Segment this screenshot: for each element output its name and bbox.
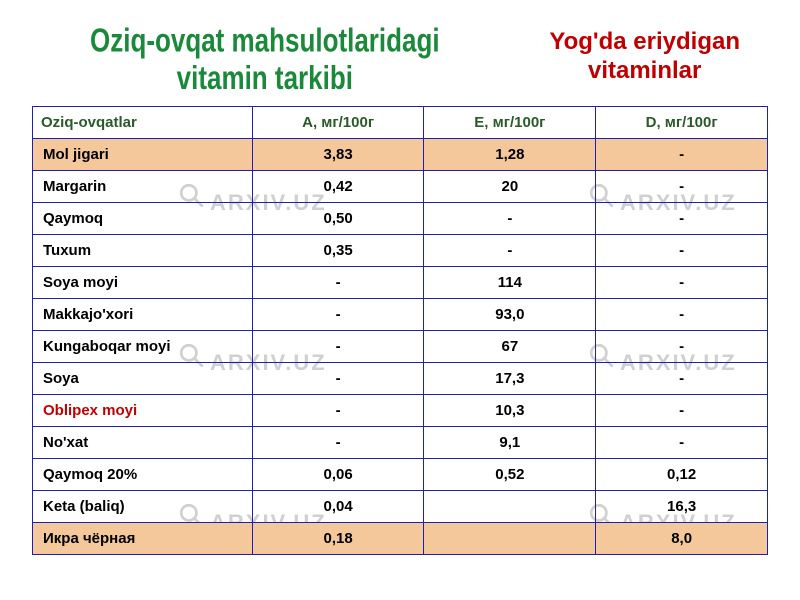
row-value: -	[252, 299, 424, 331]
row-name: Qaymoq 20%	[33, 459, 253, 491]
table-row: Икра чёрная0,18 8,0	[33, 523, 768, 555]
row-name: Qaymoq	[33, 203, 253, 235]
table-row: Margarin0,4220-	[33, 171, 768, 203]
row-value: -	[596, 363, 768, 395]
table-row: Makkajo'xori-93,0-	[33, 299, 768, 331]
row-value: -	[596, 331, 768, 363]
row-value: -	[252, 267, 424, 299]
table-body: Mol jigari3,831,28-Margarin0,4220-Qaymoq…	[33, 139, 768, 555]
row-value: 17,3	[424, 363, 596, 395]
row-value: 0,52	[424, 459, 596, 491]
col-header-e: Е, мг/100г	[424, 107, 596, 139]
row-value: 114	[424, 267, 596, 299]
row-value: -	[596, 427, 768, 459]
table-row: Oblipex moyi-10,3-	[33, 395, 768, 427]
row-value: -	[596, 267, 768, 299]
table-header-row: Oziq-ovqatlar А, мг/100г Е, мг/100г D, м…	[33, 107, 768, 139]
green-title: Oziq-ovqat mahsulotlaridagi vitamin tark…	[90, 21, 440, 95]
row-value: -	[252, 331, 424, 363]
row-value: 9,1	[424, 427, 596, 459]
table-row: Soya-17,3-	[33, 363, 768, 395]
row-name: Margarin	[33, 171, 253, 203]
table-row: Keta (baliq)0,04 16,3	[33, 491, 768, 523]
row-value: 1,28	[424, 139, 596, 171]
vitamin-table: Oziq-ovqatlar А, мг/100г Е, мг/100г D, м…	[32, 106, 768, 555]
col-header-name: Oziq-ovqatlar	[33, 107, 253, 139]
row-value	[424, 491, 596, 523]
col-header-a: А, мг/100г	[252, 107, 424, 139]
row-value: -	[596, 171, 768, 203]
row-value: 10,3	[424, 395, 596, 427]
row-value: -	[252, 427, 424, 459]
row-value: 0,18	[252, 523, 424, 555]
table-row: Qaymoq0,50--	[33, 203, 768, 235]
row-value: 20	[424, 171, 596, 203]
row-name: Kungaboqar moyi	[33, 331, 253, 363]
row-value: -	[424, 203, 596, 235]
row-value: 67	[424, 331, 596, 363]
row-name: Икра чёрная	[33, 523, 253, 555]
row-value: 16,3	[596, 491, 768, 523]
row-value: 0,42	[252, 171, 424, 203]
row-value: -	[596, 203, 768, 235]
row-value: -	[596, 139, 768, 171]
row-value: 0,06	[252, 459, 424, 491]
row-value: -	[596, 395, 768, 427]
row-value: 0,04	[252, 491, 424, 523]
row-value	[424, 523, 596, 555]
row-value: 0,50	[252, 203, 424, 235]
row-name: Soya	[33, 363, 253, 395]
table-row: Tuxum0,35--	[33, 235, 768, 267]
table-row: Qaymoq 20%0,060,520,12	[33, 459, 768, 491]
row-name: Keta (baliq)	[33, 491, 253, 523]
row-name: No'xat	[33, 427, 253, 459]
row-value: 93,0	[424, 299, 596, 331]
row-value: 3,83	[252, 139, 424, 171]
row-name: Mol jigari	[33, 139, 253, 171]
row-value: -	[424, 235, 596, 267]
table-row: Kungaboqar moyi-67-	[33, 331, 768, 363]
row-value: -	[596, 235, 768, 267]
table-row: Soya moyi-114-	[33, 267, 768, 299]
row-value: 0,35	[252, 235, 424, 267]
row-name: Tuxum	[33, 235, 253, 267]
row-value: -	[596, 299, 768, 331]
row-name: Soya moyi	[33, 267, 253, 299]
col-header-d: D, мг/100г	[596, 107, 768, 139]
row-value: -	[252, 363, 424, 395]
red-title: Yog'da eriydigan vitaminlar	[549, 28, 740, 86]
table-row: Mol jigari3,831,28-	[33, 139, 768, 171]
row-name: Makkajo'xori	[33, 299, 253, 331]
row-value: -	[252, 395, 424, 427]
row-name: Oblipex moyi	[33, 395, 253, 427]
row-value: 0,12	[596, 459, 768, 491]
table-row: No'xat-9,1-	[33, 427, 768, 459]
row-value: 8,0	[596, 523, 768, 555]
